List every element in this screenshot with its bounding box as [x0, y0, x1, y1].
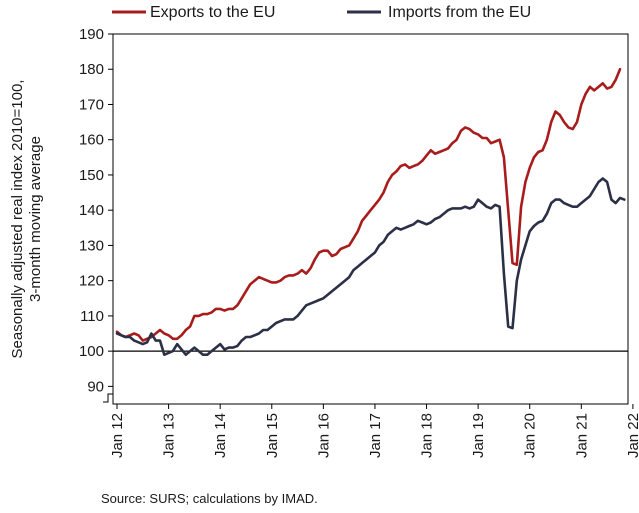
legend-label-exports: Exports to the EU	[150, 4, 275, 21]
x-tick-label: Jan 20	[522, 413, 539, 458]
y-tick-label: 120	[79, 273, 104, 290]
x-tick-label: Jan 21	[573, 413, 590, 458]
x-tick-label: Jan 12	[109, 413, 126, 458]
y-axis-title: Seasonally adjusted real index 2010=100,	[9, 80, 26, 359]
axis-break-marker	[103, 393, 113, 403]
y-tick-label: 100	[79, 343, 104, 360]
y-tick-label: 150	[79, 167, 104, 184]
series-line-exports	[115, 67, 622, 342]
y-axis-title-line2: 3-month moving average	[27, 136, 44, 302]
y-tick-label: 180	[79, 61, 104, 78]
series-line-imports	[115, 177, 626, 357]
y-tick-label: 130	[79, 237, 104, 254]
plot-frame	[112, 33, 629, 405]
x-tick-label: Jan 18	[419, 413, 436, 458]
legend-label-imports: Imports from the EU	[388, 4, 531, 21]
y-tick-label: 160	[79, 132, 104, 149]
y-tick-label: 90	[87, 378, 104, 395]
y-tick-label: 110	[80, 308, 104, 325]
x-tick-label: Jan 19	[470, 413, 487, 458]
y-tick-label: 190	[79, 26, 104, 43]
x-tick-label: Jan 22	[625, 413, 639, 458]
x-tick-label: Jan 13	[161, 413, 178, 458]
y-tick-label: 170	[79, 96, 104, 113]
source-note: Source: SURS; calculations by IMAD.	[101, 491, 318, 506]
x-tick-label: Jan 16	[315, 413, 332, 458]
y-tick-label: 140	[79, 202, 104, 219]
x-tick-label: Jan 15	[264, 413, 281, 458]
x-tick-label: Jan 17	[367, 413, 384, 458]
x-tick-label: Jan 14	[212, 413, 229, 458]
